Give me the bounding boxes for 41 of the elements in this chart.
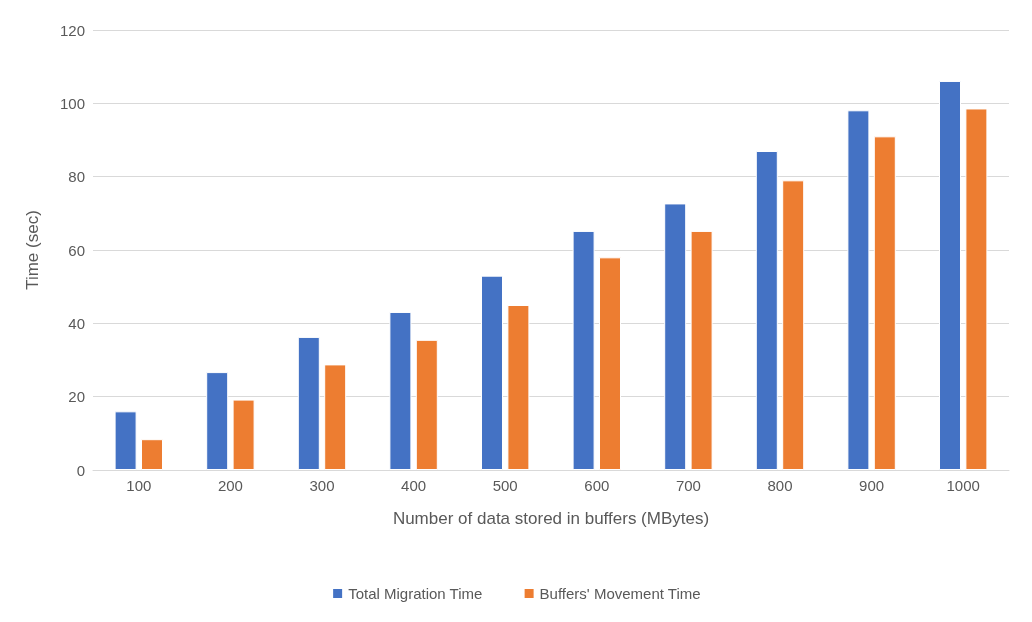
bar bbox=[507, 305, 530, 470]
x-tick-label: 600 bbox=[584, 477, 610, 494]
x-tick-label: 300 bbox=[309, 477, 335, 494]
bar bbox=[389, 311, 412, 470]
bar bbox=[481, 275, 503, 470]
x-tick-label: 800 bbox=[767, 477, 793, 494]
x-tick-label: 200 bbox=[217, 477, 243, 494]
y-tick-label: 60 bbox=[68, 241, 85, 259]
bar bbox=[965, 108, 988, 470]
y-axis-title: Time (sec) bbox=[23, 210, 42, 290]
bar bbox=[939, 80, 961, 470]
y-tick-label: 20 bbox=[68, 388, 85, 406]
x-tick-label: 100 bbox=[126, 477, 152, 494]
y-tick-label: 40 bbox=[68, 314, 85, 332]
y-tick-label: 80 bbox=[68, 168, 85, 186]
bar bbox=[847, 110, 870, 470]
bar bbox=[415, 339, 438, 470]
x-tick-label: 500 bbox=[492, 477, 518, 494]
legend-label: Total Migration Time bbox=[348, 585, 483, 602]
bar bbox=[690, 230, 713, 470]
legend-label: Buffers' Movement Time bbox=[539, 585, 701, 602]
y-tick-label: 0 bbox=[76, 461, 85, 479]
x-axis-title: Number of data stored in buffers (MBytes) bbox=[392, 509, 710, 528]
x-tick-label: 400 bbox=[401, 477, 427, 494]
bar bbox=[114, 411, 137, 470]
bar bbox=[206, 372, 229, 470]
bar bbox=[664, 203, 687, 470]
x-tick-label: 1000 bbox=[946, 477, 980, 494]
bar bbox=[232, 399, 255, 470]
bar bbox=[297, 336, 320, 470]
bar bbox=[873, 136, 896, 470]
bar bbox=[755, 151, 778, 470]
x-tick-label: 700 bbox=[675, 477, 701, 494]
y-tick-label: 120 bbox=[59, 21, 85, 39]
bar bbox=[599, 257, 621, 470]
bar bbox=[782, 180, 805, 470]
bar bbox=[141, 439, 163, 470]
x-tick-label: 900 bbox=[859, 477, 885, 494]
bar bbox=[324, 364, 347, 470]
y-tick-label: 100 bbox=[59, 94, 85, 112]
bar bbox=[572, 230, 595, 470]
